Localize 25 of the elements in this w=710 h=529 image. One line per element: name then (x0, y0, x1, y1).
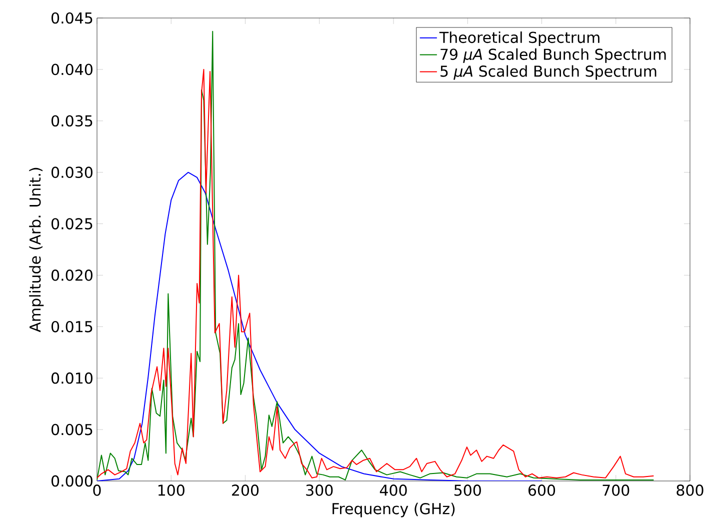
y-tick-label: 0.000 (52, 475, 92, 487)
x-tick-label: 200 (232, 484, 259, 496)
y-tick-label: 0.045 (52, 12, 92, 24)
x-tick-label: 700 (602, 484, 630, 496)
legend-label: 79 μA Scaled Bunch Spectrum (440, 48, 666, 63)
legend-label: Theoretical Spectrum (439, 31, 600, 46)
y-tick-label: 0.015 (52, 320, 92, 332)
y-tick-label: 0.020 (52, 270, 92, 281)
x-tick-label: 0 (93, 484, 101, 496)
x-axis-title: Frequency (GHz) (332, 502, 455, 518)
x-tick-label: 400 (380, 484, 407, 496)
x-tick-label: 300 (306, 484, 333, 496)
x-tick-label: 600 (528, 484, 556, 496)
y-tick-label: 0.035 (52, 115, 92, 127)
legend-label: 5 μA Scaled Bunch Spectrum (440, 65, 656, 80)
x-tick-label: 500 (454, 484, 481, 496)
y-tick-label: 0.025 (52, 218, 92, 230)
x-tick-label: 100 (158, 484, 184, 496)
line-series (97, 172, 542, 481)
y-tick-label: 0.010 (52, 372, 92, 384)
y-axis-title: Amplitude (Arb. Unit.) (29, 168, 44, 332)
y-tick-label: 0.005 (52, 424, 92, 436)
y-tick-label: 0.030 (52, 166, 92, 178)
y-tick-label: 0.040 (52, 64, 92, 76)
x-tick-label: 800 (676, 484, 704, 496)
